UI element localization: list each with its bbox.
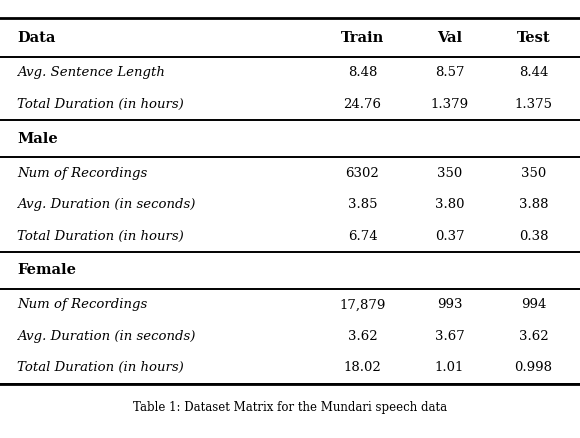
Text: Male: Male — [17, 132, 58, 145]
Text: 0.37: 0.37 — [434, 230, 465, 243]
Text: Train: Train — [341, 31, 384, 45]
Text: 1.375: 1.375 — [514, 98, 553, 111]
Text: 993: 993 — [437, 298, 462, 311]
Text: 350: 350 — [521, 166, 546, 180]
Text: 0.998: 0.998 — [514, 361, 553, 374]
Text: 8.44: 8.44 — [519, 66, 548, 79]
Text: Female: Female — [17, 264, 77, 277]
Text: Test: Test — [517, 31, 550, 45]
Text: 3.80: 3.80 — [435, 198, 464, 211]
Text: 3.85: 3.85 — [348, 198, 377, 211]
Text: Total Duration (in hours): Total Duration (in hours) — [17, 230, 184, 243]
Text: Table 1: Dataset Matrix for the Mundari speech data: Table 1: Dataset Matrix for the Mundari … — [133, 401, 447, 414]
Text: Avg. Duration (in seconds): Avg. Duration (in seconds) — [17, 198, 196, 211]
Text: 0.38: 0.38 — [519, 230, 548, 243]
Text: 3.62: 3.62 — [347, 330, 378, 343]
Text: 24.76: 24.76 — [343, 98, 382, 111]
Text: Avg. Sentence Length: Avg. Sentence Length — [17, 66, 165, 79]
Text: Data: Data — [17, 31, 56, 45]
Text: 17,879: 17,879 — [339, 298, 386, 311]
Text: 6.74: 6.74 — [347, 230, 378, 243]
Text: Val: Val — [437, 31, 462, 45]
Text: 8.48: 8.48 — [348, 66, 377, 79]
Text: Num of Recordings: Num of Recordings — [17, 298, 148, 311]
Text: 6302: 6302 — [346, 166, 379, 180]
Text: Total Duration (in hours): Total Duration (in hours) — [17, 361, 184, 374]
Text: 1.01: 1.01 — [435, 361, 464, 374]
Text: 1.379: 1.379 — [430, 98, 469, 111]
Text: Avg. Duration (in seconds): Avg. Duration (in seconds) — [17, 330, 196, 343]
Text: 350: 350 — [437, 166, 462, 180]
Text: 18.02: 18.02 — [343, 361, 382, 374]
Text: 994: 994 — [521, 298, 546, 311]
Text: 3.67: 3.67 — [434, 330, 465, 343]
Text: Total Duration (in hours): Total Duration (in hours) — [17, 98, 184, 111]
Text: 8.57: 8.57 — [435, 66, 464, 79]
Text: Num of Recordings: Num of Recordings — [17, 166, 148, 180]
Text: 3.88: 3.88 — [519, 198, 548, 211]
Text: 3.62: 3.62 — [519, 330, 549, 343]
